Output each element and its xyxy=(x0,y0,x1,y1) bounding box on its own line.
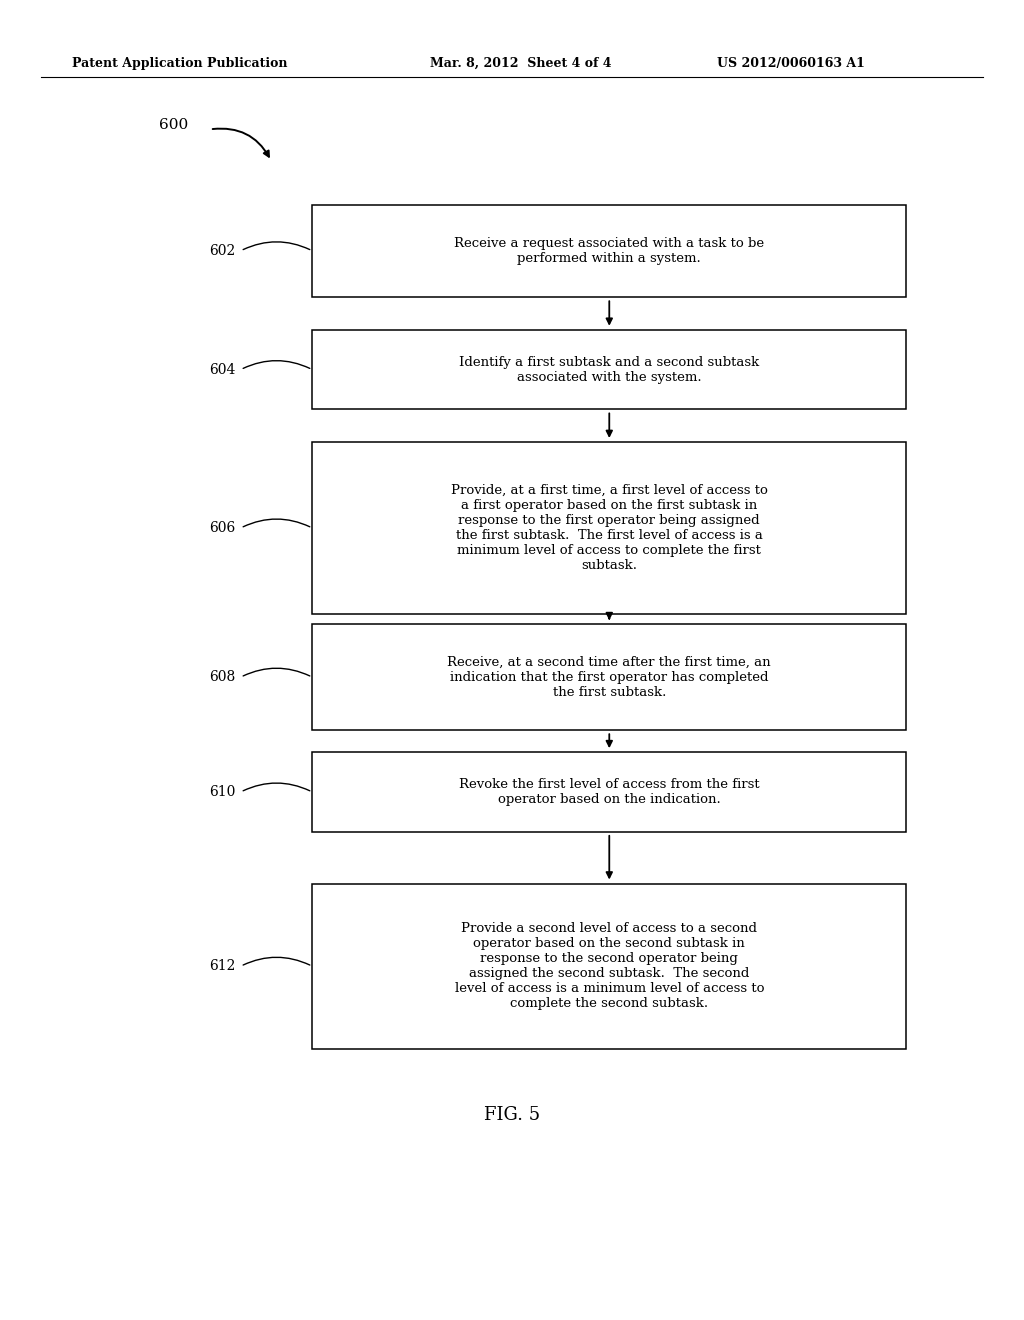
Text: US 2012/0060163 A1: US 2012/0060163 A1 xyxy=(717,57,864,70)
Text: 602: 602 xyxy=(209,244,236,257)
Text: 610: 610 xyxy=(209,785,236,799)
Bar xyxy=(312,205,906,297)
Text: Mar. 8, 2012  Sheet 4 of 4: Mar. 8, 2012 Sheet 4 of 4 xyxy=(430,57,611,70)
Text: 600: 600 xyxy=(159,119,188,132)
Text: 612: 612 xyxy=(209,960,236,973)
Bar xyxy=(312,624,906,730)
Bar xyxy=(312,442,906,614)
Text: Provide a second level of access to a second
operator based on the second subtas: Provide a second level of access to a se… xyxy=(455,923,764,1010)
Text: Provide, at a first time, a first level of access to
a first operator based on t: Provide, at a first time, a first level … xyxy=(451,484,768,572)
Bar xyxy=(312,330,906,409)
Text: Receive a request associated with a task to be
performed within a system.: Receive a request associated with a task… xyxy=(455,236,764,265)
Text: Patent Application Publication: Patent Application Publication xyxy=(72,57,287,70)
Bar xyxy=(312,752,906,832)
Text: Identify a first subtask and a second subtask
associated with the system.: Identify a first subtask and a second su… xyxy=(459,355,760,384)
Text: Revoke the first level of access from the first
operator based on the indication: Revoke the first level of access from th… xyxy=(459,777,760,807)
Bar xyxy=(312,884,906,1048)
Text: 604: 604 xyxy=(209,363,236,376)
Text: 608: 608 xyxy=(209,671,236,684)
Text: Receive, at a second time after the first time, an
indication that the first ope: Receive, at a second time after the firs… xyxy=(447,656,771,698)
Text: FIG. 5: FIG. 5 xyxy=(484,1106,540,1125)
Text: 606: 606 xyxy=(209,521,236,535)
